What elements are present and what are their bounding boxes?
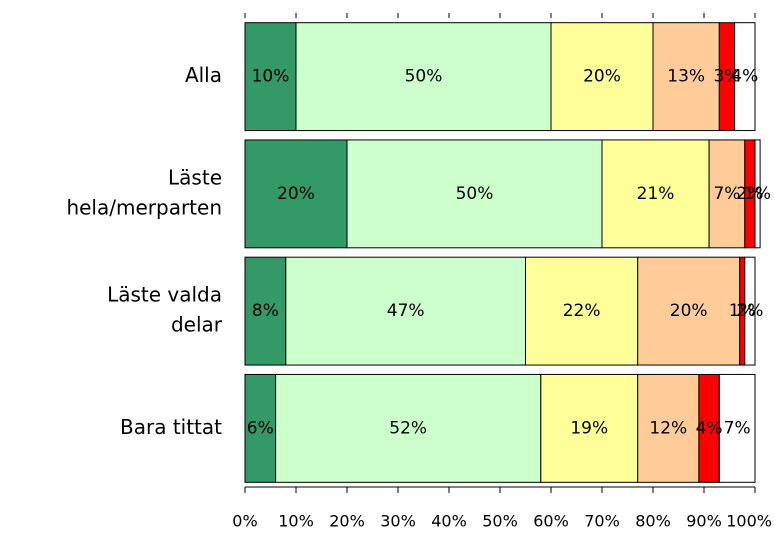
bar-segment [244, 256, 287, 366]
category-label: Alla [185, 63, 222, 87]
value-label: 20% [277, 184, 315, 204]
value-label: 4% [696, 418, 723, 438]
value-label: 2% [736, 184, 763, 204]
bar-segment [525, 256, 639, 366]
value-label: 1% [744, 184, 771, 204]
bar-segment [244, 22, 297, 132]
category-label: Läste [168, 165, 222, 189]
value-label: 4% [731, 67, 758, 87]
value-label: 1% [729, 301, 756, 321]
value-label: 52% [389, 418, 427, 438]
value-label: 19% [570, 418, 608, 438]
value-label: 12% [649, 418, 687, 438]
bar-segment [550, 22, 654, 132]
bar-segment [295, 22, 552, 132]
value-label: 3% [713, 67, 740, 87]
value-label: 50% [405, 67, 443, 87]
category-label: hela/merparten [66, 195, 222, 219]
x-tick-label: 30% [380, 512, 416, 531]
bar-segment [734, 22, 756, 132]
bar-segment [244, 139, 348, 249]
value-label: 7% [713, 184, 740, 204]
value-label: 47% [387, 301, 425, 321]
x-tick-label: 80% [635, 512, 671, 531]
value-label: 13% [667, 67, 705, 87]
x-tick-label: 40% [431, 512, 467, 531]
bar-segment [275, 373, 542, 483]
x-tick-label: 20% [329, 512, 365, 531]
value-label: 22% [563, 301, 601, 321]
bar-segment [346, 139, 603, 249]
value-label: 6% [247, 418, 274, 438]
category-label: delar [171, 313, 223, 337]
value-label: 8% [252, 301, 279, 321]
x-tick-label: 50% [482, 512, 518, 531]
bar-segment [601, 139, 710, 249]
bar-segment [244, 373, 277, 483]
x-tick-label: 10% [278, 512, 314, 531]
bar-segment [285, 256, 526, 366]
value-label: 7% [724, 418, 751, 438]
bar-segment [744, 256, 756, 366]
bar-segment [637, 256, 741, 366]
value-label: 20% [583, 67, 621, 87]
category-label: Bara tittat [120, 415, 222, 439]
value-label: 20% [670, 301, 708, 321]
value-label: 10% [252, 67, 290, 87]
x-tick-label: 0% [232, 512, 257, 531]
bar-segment [754, 139, 761, 249]
category-label: Läste valda [107, 283, 222, 307]
bar-segment [637, 373, 700, 483]
x-tick-label: 60% [533, 512, 569, 531]
value-label: 50% [456, 184, 494, 204]
bar-segment [708, 139, 746, 249]
value-label: 21% [637, 184, 675, 204]
bar-segment [718, 373, 756, 483]
x-tick-label: 100% [726, 512, 772, 531]
x-tick-label: 90% [686, 512, 722, 531]
bar-segment [652, 22, 720, 132]
x-tick-label: 70% [584, 512, 620, 531]
value-label: 2% [736, 301, 763, 321]
